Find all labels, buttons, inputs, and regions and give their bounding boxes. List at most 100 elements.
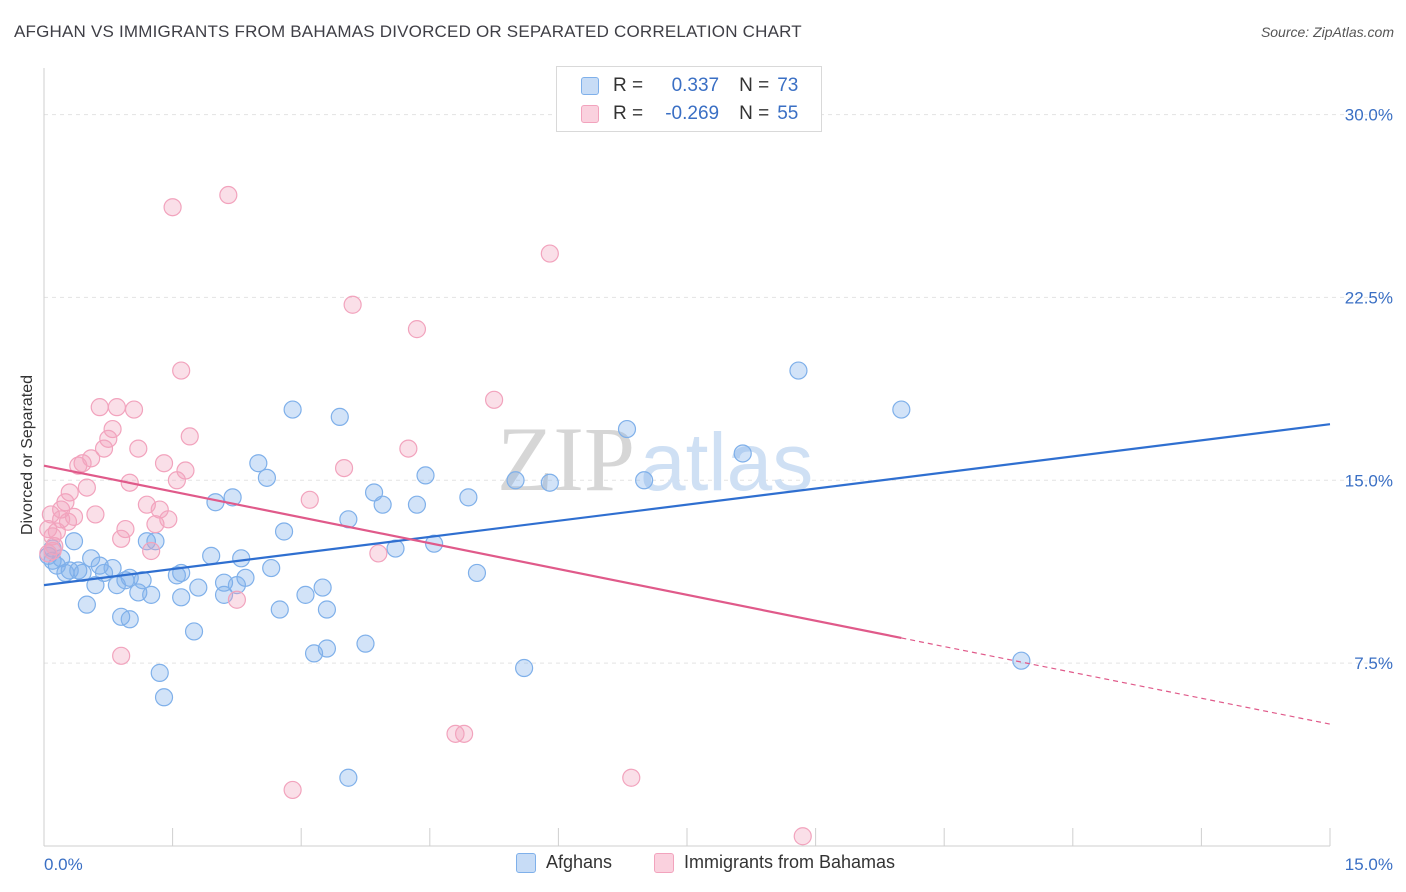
afghans-trend-line bbox=[43, 423, 1331, 587]
afghans-point bbox=[296, 585, 315, 604]
bahamas-point bbox=[540, 244, 559, 263]
afghans-point bbox=[283, 400, 302, 419]
afghans-point bbox=[150, 663, 169, 682]
bahamas-point bbox=[154, 454, 174, 473]
bahamas-point bbox=[407, 320, 427, 339]
bahamas-point bbox=[52, 510, 71, 529]
trend-lines bbox=[43, 423, 1331, 725]
afghans-point bbox=[257, 468, 277, 487]
legend-swatch-bahamas bbox=[654, 852, 674, 873]
afghans-point bbox=[373, 495, 392, 514]
afghans-point bbox=[77, 595, 96, 614]
afghans-point bbox=[339, 768, 358, 787]
bahamas-point bbox=[399, 439, 418, 458]
x-tick-label: 15.0% bbox=[1345, 855, 1393, 874]
afghans-point bbox=[64, 532, 84, 551]
legend-swatch-afghans bbox=[516, 852, 536, 873]
legend-n-label: N = bbox=[739, 103, 770, 124]
source-label: Source: ZipAtlas.com bbox=[1260, 24, 1394, 40]
bahamas-point bbox=[90, 398, 109, 417]
afghans-point bbox=[172, 588, 191, 607]
afghans-point bbox=[635, 471, 654, 490]
afghans-point bbox=[274, 522, 294, 541]
afghans-point bbox=[270, 600, 289, 619]
legend-label-bahamas: Immigrants from Bahamas bbox=[684, 852, 896, 872]
afghans-point bbox=[789, 361, 808, 380]
bahamas-point bbox=[107, 398, 126, 417]
afghans-point bbox=[227, 576, 246, 595]
bahamas-point bbox=[334, 458, 354, 478]
afghans-point bbox=[407, 495, 427, 514]
bahamas-point bbox=[112, 529, 131, 548]
legend-r-value: -0.269 bbox=[665, 103, 720, 124]
bahamas-point bbox=[99, 429, 118, 448]
afghans-point bbox=[330, 407, 349, 426]
afghans-point bbox=[73, 563, 92, 583]
afghans-point bbox=[1012, 651, 1031, 670]
bahamas-point bbox=[219, 185, 238, 205]
y-tick-label: 15.0% bbox=[1345, 471, 1393, 490]
bahamas-point bbox=[129, 439, 148, 458]
bahamas-point bbox=[82, 449, 101, 468]
legend-label-afghans: Afghans bbox=[546, 852, 613, 872]
afghans-point bbox=[103, 558, 122, 578]
correlation-legend: R = 0.337 N = 73 R = -0.269 N = 55 bbox=[556, 66, 822, 132]
afghans-point bbox=[120, 610, 139, 629]
bahamas-point bbox=[227, 590, 246, 609]
legend-n-label: N = bbox=[739, 75, 770, 96]
bahamas-point bbox=[369, 544, 388, 563]
tick-labels: 7.5% 15.0% 22.5% 30.0% 0.0% 15.0% bbox=[44, 106, 1393, 874]
bahamas-point bbox=[41, 505, 60, 524]
bahamas-trend-extension bbox=[901, 637, 1331, 725]
afghans-point bbox=[515, 658, 534, 678]
legend-item-bahamas[interactable]: Immigrants from Bahamas bbox=[654, 852, 895, 873]
afghans-point bbox=[540, 473, 559, 492]
bahamas-point bbox=[283, 780, 302, 800]
bahamas-point bbox=[112, 646, 131, 665]
afghans-point bbox=[313, 578, 332, 597]
afghans-point bbox=[467, 563, 487, 583]
bahamas-point bbox=[142, 541, 161, 561]
afghans-point bbox=[617, 419, 637, 439]
x-tick-label: 0.0% bbox=[44, 855, 83, 874]
bahamas-point bbox=[793, 827, 812, 846]
chart-title: AFGHAN VS IMMIGRANTS FROM BAHAMAS DIVORC… bbox=[14, 22, 802, 41]
legend-row-afghans: R = 0.337 N = 73 bbox=[581, 73, 798, 99]
y-tick-label: 22.5% bbox=[1345, 288, 1393, 307]
bahamas-point bbox=[86, 505, 105, 524]
bahamas-point bbox=[43, 541, 62, 561]
legend-row-bahamas: R = -0.269 N = 55 bbox=[581, 101, 798, 127]
afghans-point bbox=[262, 558, 281, 578]
afghans-point bbox=[317, 600, 337, 619]
bahamas-point bbox=[300, 490, 319, 509]
bahamas-point bbox=[343, 295, 362, 314]
grid-lines bbox=[44, 114, 1392, 664]
bahamas-point bbox=[60, 483, 79, 502]
bahamas-point bbox=[485, 390, 504, 409]
bahamas-point bbox=[172, 361, 191, 380]
bahamas-point bbox=[180, 427, 199, 446]
bahamas-point bbox=[163, 198, 182, 217]
afghans-point bbox=[232, 549, 251, 568]
afghans-point bbox=[892, 400, 911, 419]
afghans-point bbox=[142, 585, 161, 604]
bahamas-point bbox=[56, 493, 75, 512]
bahamas-trend-line bbox=[43, 464, 902, 640]
afghans-point bbox=[202, 546, 221, 565]
y-tick-label: 30.0% bbox=[1345, 106, 1393, 125]
bahamas-point bbox=[176, 461, 195, 480]
bahamas-point bbox=[124, 400, 144, 419]
afghans-point bbox=[189, 578, 208, 597]
legend-n-value: 55 bbox=[777, 103, 799, 124]
afghans-point bbox=[733, 444, 752, 463]
afghans-point bbox=[416, 466, 435, 485]
afghans-point bbox=[317, 639, 337, 658]
afghans-point bbox=[506, 471, 525, 490]
bahamas-point bbox=[94, 439, 114, 458]
bahamas-point bbox=[622, 768, 641, 787]
axes bbox=[43, 68, 1331, 847]
legend-item-afghans[interactable]: Afghans bbox=[516, 852, 612, 873]
legend-r-value: 0.337 bbox=[671, 75, 720, 96]
bahamas-point bbox=[58, 512, 78, 531]
